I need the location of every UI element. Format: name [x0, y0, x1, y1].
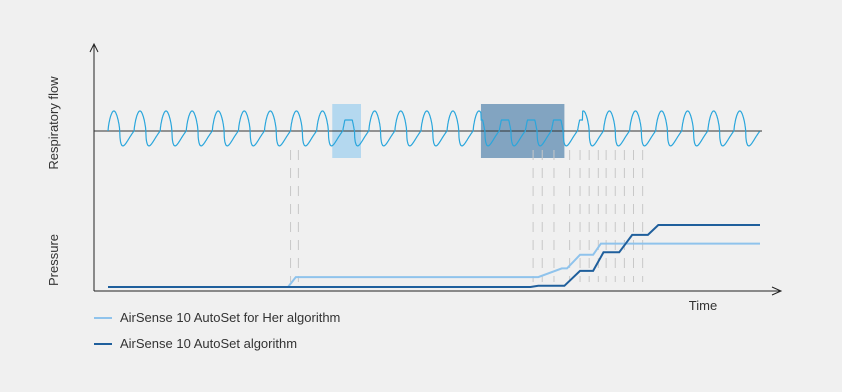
upper-y-axis-label: Respiratory flow	[46, 76, 61, 170]
pressure-series-for-her-line	[108, 242, 760, 288]
x-axis-arrow-icon	[771, 286, 783, 296]
legend-item: AirSense 10 AutoSet for Her algorithm	[94, 310, 340, 325]
legend-label-autoset: AirSense 10 AutoSet algorithm	[120, 336, 297, 351]
y-axis-arrow-icon	[89, 42, 99, 53]
lower-y-axis-label: Pressure	[46, 234, 61, 286]
pressure-series-autoset-line	[108, 224, 760, 288]
pressure-layer	[108, 224, 760, 288]
legend-label-for-her: AirSense 10 AutoSet for Her algorithm	[120, 310, 340, 325]
flow-layer	[94, 110, 762, 147]
legend: AirSense 10 AutoSet for Her algorithm Ai…	[94, 310, 340, 351]
flow-series-line	[107, 110, 761, 147]
x-axis-label: Time	[689, 298, 717, 313]
legend-item: AirSense 10 AutoSet algorithm	[94, 336, 297, 351]
axes-layer	[89, 42, 783, 296]
event-marker-layer	[290, 150, 644, 282]
